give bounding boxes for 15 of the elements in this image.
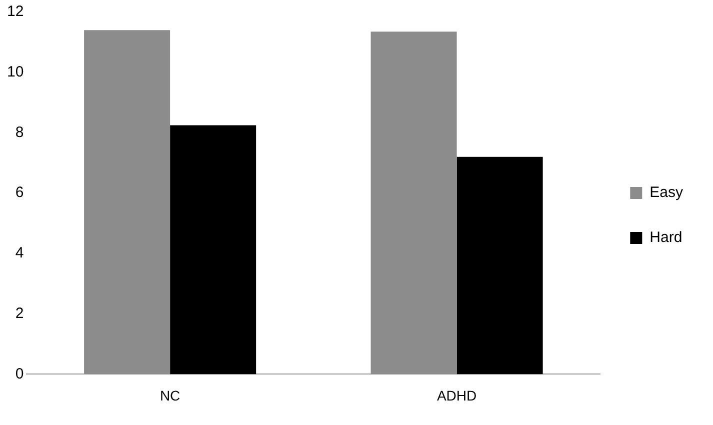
bar (84, 30, 170, 374)
legend-label: Hard (650, 229, 682, 246)
y-tick-label: 8 (15, 124, 24, 141)
bar (370, 32, 457, 374)
y-tick-label: 2 (15, 304, 24, 322)
y-tick-label: 6 (15, 184, 24, 202)
y-tick-label: 4 (15, 244, 24, 262)
bar (456, 156, 543, 374)
legend-label: Easy (650, 184, 684, 202)
y-tick-label: 12 (6, 3, 24, 20)
y-tick-label: 10 (6, 64, 24, 81)
y-tick-label: 0 (15, 365, 24, 382)
bar (170, 125, 256, 374)
x-tick-label: ADHD (436, 387, 477, 404)
x-tick-label: NC (160, 387, 180, 404)
